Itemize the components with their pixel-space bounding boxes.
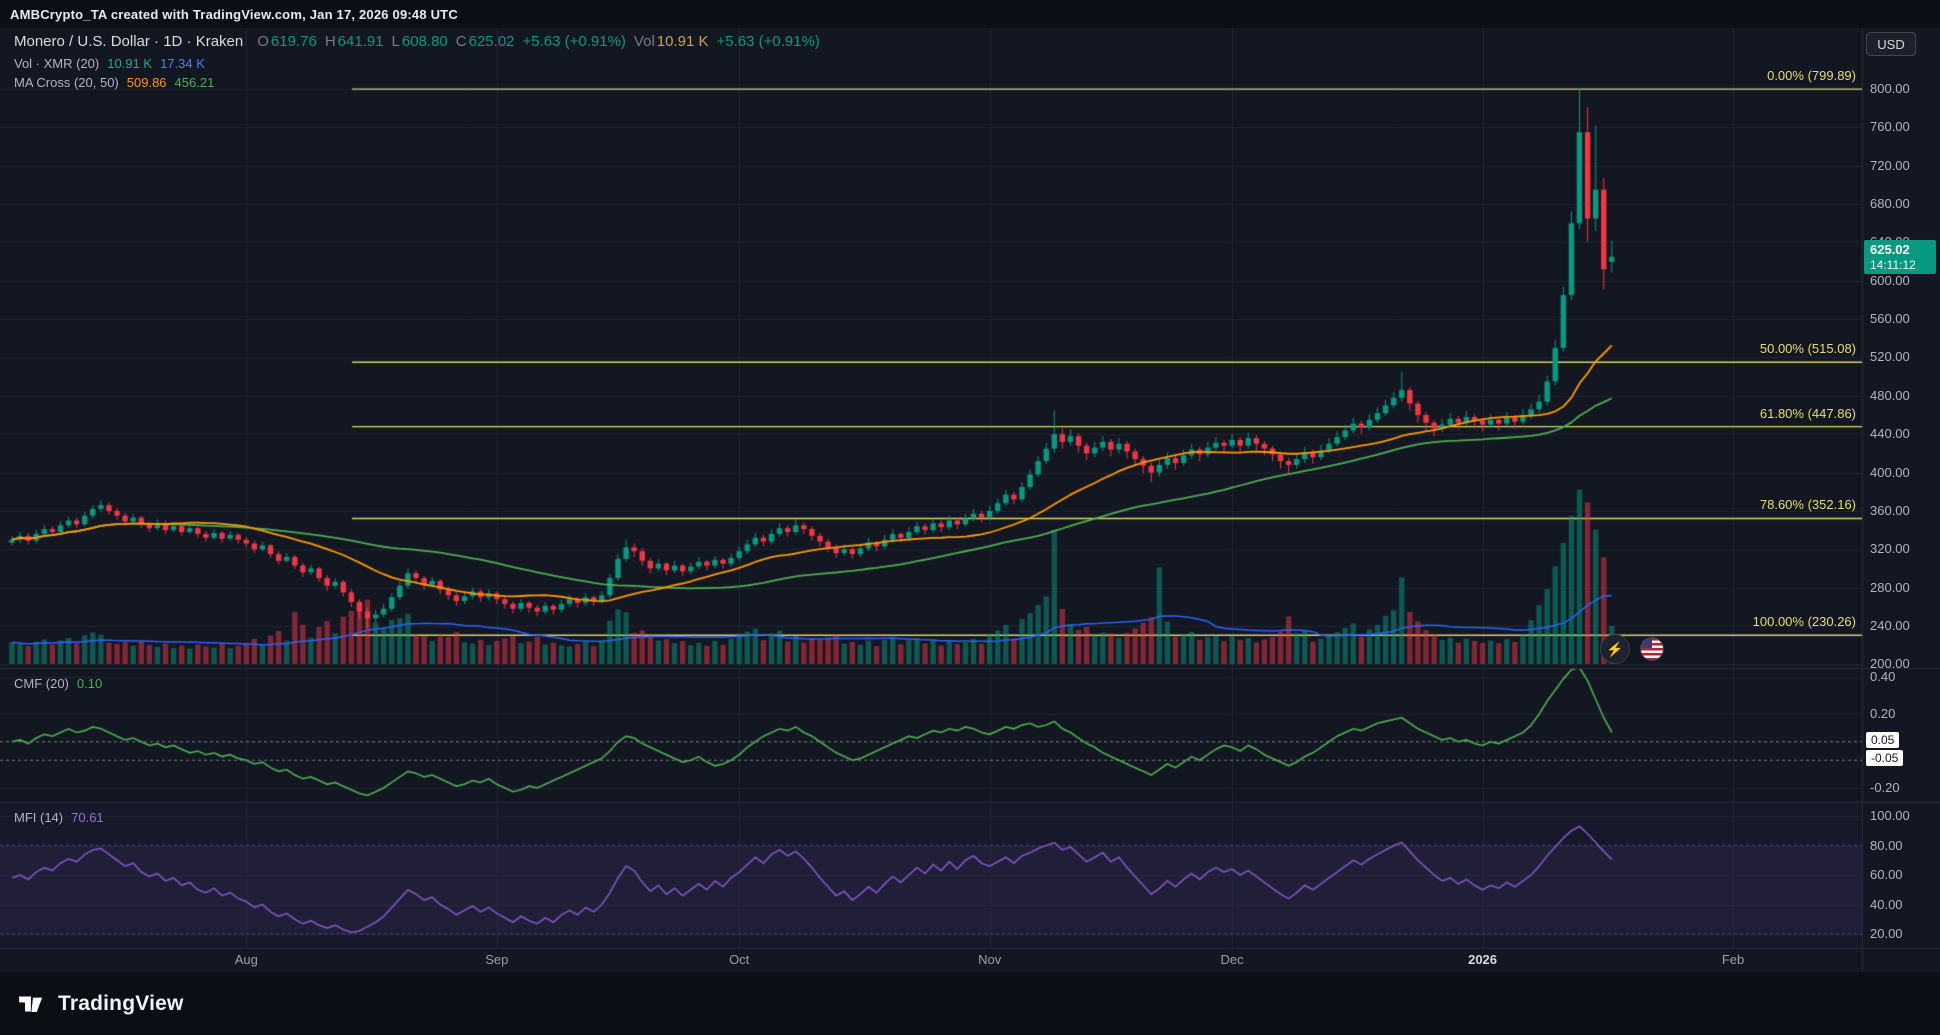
fib-level-label: 78.60% (352.16) [1759, 497, 1856, 513]
ohlc-close-value: 625.02 [468, 33, 515, 50]
cmf-indicator-legend: CMF (20) 0.10 [14, 676, 102, 691]
price-tick-label: 440.00 [1870, 426, 1910, 442]
price-tick-label: 720.00 [1870, 157, 1910, 173]
cmf-band-label: 0.05 [1866, 731, 1900, 748]
time-tick-label: Sep [485, 952, 509, 967]
volume-ma-value: 17.34 K [160, 56, 205, 71]
ohlc-legend-row: Monero / U.S. Dollar · 1D · Kraken O 619.… [14, 33, 820, 50]
symbol-title[interactable]: Monero / U.S. Dollar · 1D · Kraken [14, 33, 244, 50]
us-flag-icon[interactable] [1640, 637, 1664, 661]
mfi-tick-label: 100.00 [1870, 808, 1910, 823]
footer-bar: TradingView [0, 972, 1940, 1035]
last-price-badge: 625.02 14:11:12 [1864, 240, 1936, 274]
price-tick-label: 360.00 [1870, 502, 1910, 518]
cmf-tick-label: -0.20 [1870, 780, 1900, 795]
cmf-value: 0.10 [76, 676, 103, 691]
ma-cross-title[interactable]: MA Cross (20, 50) [14, 75, 119, 90]
price-tick-label: 760.00 [1870, 119, 1910, 135]
time-tick-label: 2026 [1468, 952, 1498, 967]
fib-level-label: 0.00% (799.89) [1767, 68, 1856, 84]
tradingview-logo-icon [19, 996, 43, 1012]
price-tick-label: 680.00 [1870, 196, 1910, 212]
cmf-tick-label: 0.20 [1870, 706, 1896, 721]
tradingview-wordmark: TradingView [58, 991, 184, 1015]
chart-legend: Monero / U.S. Dollar · 1D · Kraken O 619.… [14, 33, 820, 94]
volume-indicator-title[interactable]: Vol · XMR (20) [14, 56, 100, 71]
price-change: +5.63 (+0.91%) [522, 33, 626, 50]
price-tick-label: 320.00 [1870, 541, 1910, 557]
time-tick-label: Aug [234, 952, 258, 967]
fib-level-label: 61.80% (447.86) [1759, 405, 1856, 421]
cmf-indicator-title[interactable]: CMF (20) [14, 676, 69, 691]
mfi-tick-label: 80.00 [1870, 837, 1903, 853]
price-tick-label: 800.00 [1870, 81, 1910, 96]
last-price-value: 625.02 [1870, 242, 1910, 257]
ohlc-low-value: 608.80 [401, 33, 448, 50]
countdown-timer: 14:11:12 [1870, 258, 1916, 272]
price-tick-label: 600.00 [1870, 272, 1910, 288]
attribution-bar: AMBCrypto_TA created with TradingView.co… [0, 0, 1940, 28]
fib-level-label: 100.00% (230.26) [1752, 614, 1856, 630]
mfi-indicator-legend: MFI (14) 70.61 [14, 810, 104, 825]
time-scale[interactable] [0, 948, 1862, 972]
mfi-value: 70.61 [71, 810, 104, 825]
ma20-value: 509.86 [126, 75, 167, 90]
volume-indicator-value: 10.91 K [107, 56, 153, 71]
ohlc-low: L 608.80 [391, 33, 448, 50]
lightning-bolt-icon[interactable]: ⚡ [1600, 634, 1630, 664]
price-tick-label: 400.00 [1870, 464, 1910, 480]
ohlc-open-value: 619.76 [270, 33, 317, 50]
flag-canton-shape [1641, 638, 1652, 648]
price-tick-label: 280.00 [1870, 579, 1910, 595]
price-tick-label: 200.00 [1870, 656, 1910, 672]
ohlc-open: O 619.76 [257, 33, 317, 50]
time-tick-label: Dec [1220, 952, 1244, 967]
attribution-text: AMBCrypto_TA created with TradingView.co… [10, 6, 458, 22]
ma-cross-legend: MA Cross (20, 50) 509.86 456.21 [14, 75, 820, 90]
time-tick-label: Nov [978, 952, 1002, 967]
mfi-tick-label: 40.00 [1870, 896, 1903, 912]
time-tick-label: Feb [1721, 952, 1745, 967]
mfi-tick-label: 20.00 [1870, 926, 1903, 941]
time-tick-label: Oct [729, 952, 750, 967]
ohlc-high-value: 641.91 [337, 33, 384, 50]
cmf-band-label: -0.05 [1866, 750, 1904, 767]
tradingview-logo[interactable]: TradingView [18, 989, 184, 1019]
volume-value: 10.91 K [656, 33, 709, 50]
fib-level-label: 50.00% (515.08) [1759, 341, 1856, 357]
volume-change: +5.63 (+0.91%) [716, 33, 820, 50]
ohlc-close: C 625.02 [455, 33, 515, 50]
currency-toggle-button[interactable]: USD [1866, 32, 1916, 56]
price-tick-label: 480.00 [1870, 387, 1910, 403]
price-tick-label: 240.00 [1870, 617, 1910, 633]
mfi-indicator-title[interactable]: MFI (14) [14, 810, 64, 825]
ma50-value: 456.21 [174, 75, 215, 90]
cmf-tick-label: 0.40 [1870, 669, 1896, 684]
ohlc-high: H 641.91 [324, 33, 384, 50]
price-tick-label: 520.00 [1870, 349, 1910, 365]
volume-indicator-legend: Vol · XMR (20) 10.91 K 17.34 K [14, 56, 820, 71]
price-tick-label: 560.00 [1870, 311, 1910, 327]
mfi-tick-label: 60.00 [1870, 867, 1903, 882]
volume-readout: Vol 10.91 K [633, 33, 709, 50]
